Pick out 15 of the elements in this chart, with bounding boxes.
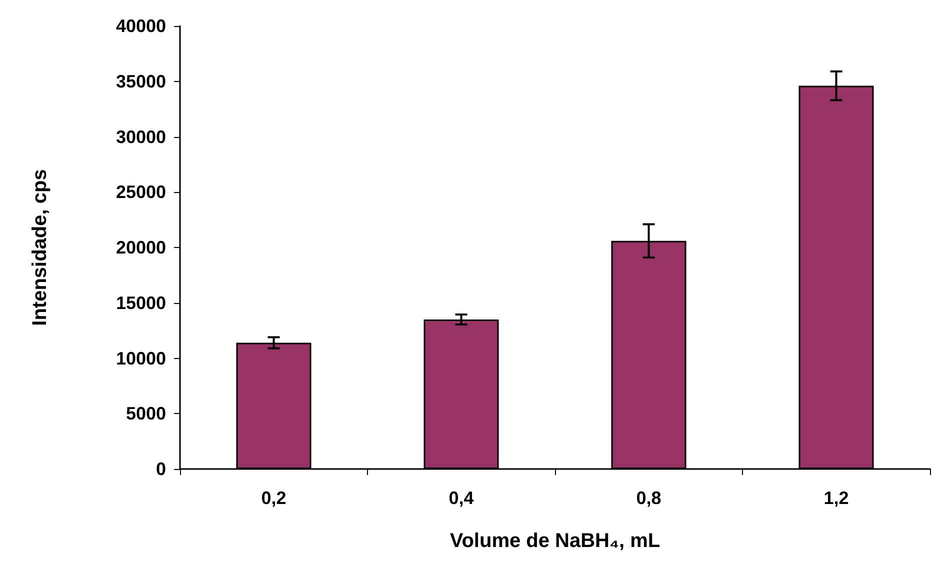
y-tick-label: 5000: [126, 404, 166, 424]
y-tick-label: 30000: [116, 126, 166, 147]
x-tick-label: 0,4: [448, 488, 474, 508]
x-tick-label: 1,2: [824, 488, 849, 508]
y-tick-label: 0: [156, 459, 166, 479]
y-tick-label: 20000: [116, 238, 166, 258]
y-tick-label: 25000: [116, 182, 166, 202]
x-tick-label: 0,8: [636, 488, 662, 508]
x-tick-label: 0,2: [261, 488, 286, 508]
y-tick-label: 40000: [116, 16, 166, 36]
y-tick-label: 15000: [116, 292, 166, 313]
y-axis-title: Intensidade, cps: [29, 169, 51, 326]
y-tick-label: 10000: [116, 348, 166, 368]
x-axis-title: Volume de NaBH₄, mL: [450, 530, 660, 552]
y-tick-label: 35000: [116, 71, 166, 92]
